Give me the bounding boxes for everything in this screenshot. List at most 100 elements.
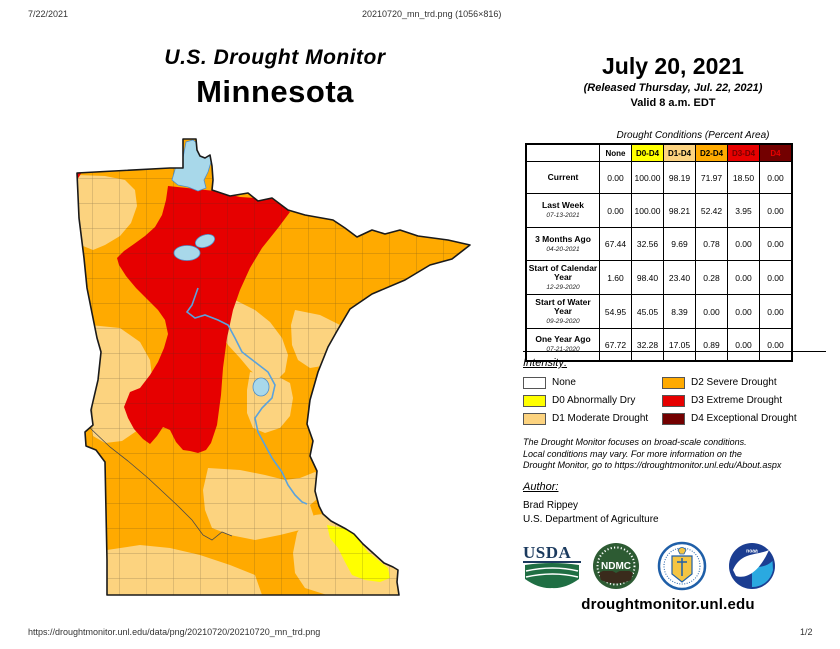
- table-row-last-week: Last Week 07-13-2021 0.00 100.00 98.21 52…: [525, 193, 793, 228]
- legend-swatch-d4: [662, 412, 685, 425]
- value-cell: 0.00: [759, 328, 793, 362]
- drought-conditions-table: None D0-D4 D1-D4 D2-D4 D3-D4 D4 Current …: [525, 143, 793, 362]
- lower-red-lake: [173, 245, 201, 261]
- value-cell: 0.78: [695, 227, 728, 261]
- lake-of-the-woods: [171, 139, 212, 192]
- value-cell: 0.00: [727, 260, 760, 295]
- county-grid: [77, 139, 470, 595]
- row-date: 09-29-2020: [546, 317, 580, 325]
- row-label: Start of Water Year: [535, 296, 591, 316]
- mississippi-river: [185, 287, 308, 505]
- unl-seal-logo: [657, 541, 707, 591]
- value-cell: 0.00: [727, 328, 760, 362]
- row-date: 07-21-2020: [546, 346, 580, 353]
- value-cell: 100.00: [631, 193, 664, 228]
- value-cell: 3.95: [727, 193, 760, 228]
- column-header-d2d4: D2-D4: [695, 143, 728, 162]
- column-header-d3d4: D3-D4: [727, 143, 760, 162]
- header-row: None D0-D4 D1-D4 D2-D4 D3-D4 D4: [526, 143, 793, 162]
- value-cell: 23.40: [663, 260, 696, 295]
- legend-swatch-d1: [523, 412, 546, 425]
- value-cell: 0.00: [759, 193, 793, 228]
- column-header-d0d4: D0-D4: [631, 143, 664, 162]
- lakes: [171, 139, 270, 397]
- disclaimer-text: The Drought Monitor focuses on broad-sca…: [523, 437, 782, 470]
- value-cell: 98.40: [631, 260, 664, 295]
- value-cell: 54.95: [599, 294, 632, 329]
- value-cell: 67.72: [599, 328, 632, 362]
- minnesota-river: [89, 427, 233, 541]
- svg-text:NDMC: NDMC: [601, 561, 631, 572]
- value-cell: 67.44: [599, 227, 632, 261]
- value-cell: 0.00: [727, 294, 760, 329]
- row-label: 3 Months Ago: [535, 233, 591, 244]
- minnesota-drought-map: [76, 138, 471, 596]
- column-header-d1d4: D1-D4: [663, 143, 696, 162]
- svg-text:noaa: noaa: [746, 549, 758, 555]
- value-cell: 0.28: [695, 260, 728, 295]
- state-outline: [76, 138, 471, 596]
- usda-logo: USDA: [523, 544, 581, 594]
- website-url: droughtmonitor.unl.edu: [581, 596, 755, 613]
- value-cell: 18.50: [727, 161, 760, 194]
- legend-label: D4 Exceptional Drought: [691, 413, 797, 425]
- value-cell: 98.19: [663, 161, 696, 194]
- legend-item-d2: D2 Severe Drought: [662, 374, 777, 389]
- row-label: One Year Ago: [535, 334, 591, 344]
- value-cell: 0.00: [695, 294, 728, 329]
- value-cell: 9.69: [663, 227, 696, 261]
- row-label: Current: [547, 172, 579, 182]
- column-header-d4: D4: [759, 143, 793, 162]
- ndmc-logo: NDMC: [593, 543, 639, 589]
- legend-item-none: None: [523, 374, 576, 389]
- value-cell: 45.05: [631, 294, 664, 329]
- value-cell: 71.97: [695, 161, 728, 194]
- row-label: Last Week: [542, 200, 584, 210]
- legend-label: None: [552, 377, 576, 389]
- corner-cell: [526, 144, 600, 162]
- usda-field-icon: [525, 563, 579, 589]
- author-heading: Author:: [523, 481, 559, 493]
- valid-time: Valid 8 a.m. EDT: [630, 97, 716, 109]
- value-cell: 8.39: [663, 294, 696, 329]
- legend-swatch-d3: [662, 394, 685, 407]
- value-cell: 0.00: [599, 193, 632, 228]
- row-date: 12-29-2020: [546, 283, 580, 291]
- value-cell: 0.00: [759, 260, 793, 295]
- value-cell: 17.05: [663, 328, 696, 362]
- page-number: 1/2: [800, 627, 813, 637]
- row-date: 04-20-2021: [546, 245, 580, 253]
- upper-red-lake: [194, 234, 216, 248]
- column-header-none: None: [599, 143, 632, 162]
- value-cell: 100.00: [631, 161, 664, 194]
- author-name: Brad Rippey: [523, 500, 579, 511]
- value-cell: 0.00: [759, 161, 793, 194]
- legend-item-d1: D1 Moderate Drought: [523, 410, 649, 425]
- report-date: July 20, 2021: [602, 53, 744, 79]
- table-row-3-months-ago: 3 Months Ago 04-20-2021 67.44 32.56 9.69 …: [525, 227, 793, 261]
- map-title-block: U.S. Drought Monitor Minnesota: [65, 46, 485, 110]
- footer-url: https://droughtmonitor.unl.edu/data/png/…: [28, 627, 321, 637]
- legend-item-d4: D4 Exceptional Drought: [662, 410, 797, 425]
- legend-label: D1 Moderate Drought: [552, 413, 649, 425]
- value-cell: 32.28: [631, 328, 664, 362]
- legend-label: D3 Extreme Drought: [691, 395, 783, 407]
- usdm-title: U.S. Drought Monitor: [164, 46, 386, 69]
- legend-label: D0 Abnormally Dry: [552, 395, 636, 407]
- table-caption: Drought Conditions (Percent Area): [616, 130, 770, 141]
- value-cell: 1.60: [599, 260, 632, 295]
- value-cell: 0.00: [727, 227, 760, 261]
- print-date: 7/22/2021: [28, 9, 69, 19]
- value-cell: 0.00: [759, 227, 793, 261]
- section-divider: [523, 351, 826, 352]
- logo-row: USDA NDMC noaa: [523, 540, 783, 594]
- released-date: (Released Thursday, Jul. 22, 2021): [583, 82, 763, 94]
- value-cell: 32.56: [631, 227, 664, 261]
- state-name: Minnesota: [196, 74, 354, 109]
- value-cell: 98.21: [663, 193, 696, 228]
- intensity-heading: Intensity:: [523, 357, 568, 369]
- legend-swatch-d0: [523, 394, 546, 407]
- table-row-start-water-year: Start of Water Year 09-29-2020 54.95 45.0…: [525, 294, 793, 329]
- row-date: 07-13-2021: [546, 212, 580, 219]
